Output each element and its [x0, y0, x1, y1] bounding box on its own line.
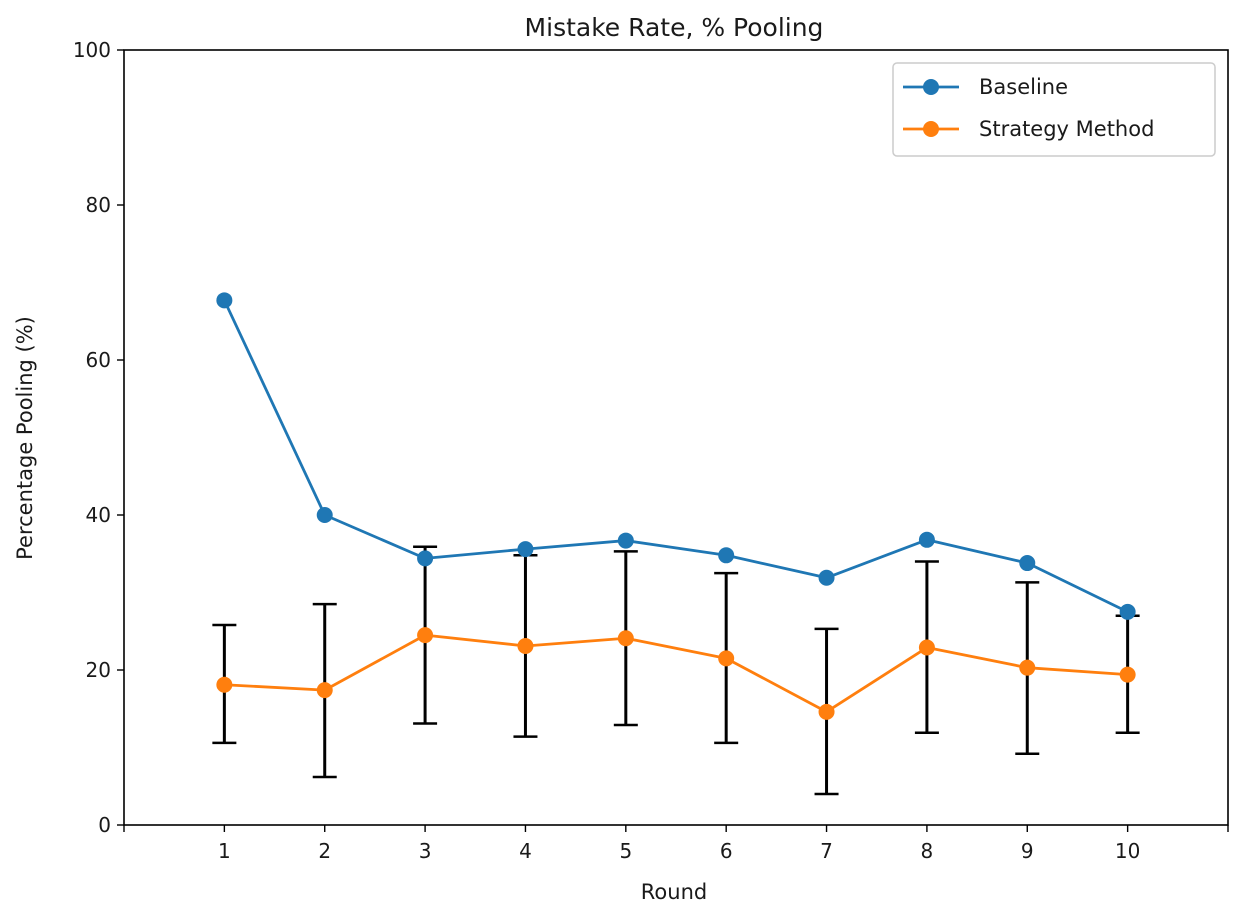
legend-box — [892, 62, 1216, 157]
data-point-strategy-method — [216, 676, 233, 693]
y-tick-label: 60 — [86, 348, 111, 372]
y-axis-label: Percentage Pooling (%) — [13, 316, 37, 560]
data-point-strategy-method — [818, 703, 835, 720]
y-tick-label: 0 — [98, 813, 111, 837]
data-point-strategy-method — [417, 627, 434, 644]
data-point-baseline — [918, 531, 935, 548]
data-point-baseline — [517, 541, 534, 558]
data-point-strategy-method — [316, 682, 333, 699]
data-point-strategy-method — [1019, 659, 1036, 676]
plot-frame — [123, 49, 1229, 826]
x-tick-label: 4 — [519, 839, 532, 863]
x-tick-label: 10 — [1115, 839, 1140, 863]
data-point-strategy-method — [517, 637, 534, 654]
y-tick-label: 20 — [86, 658, 111, 682]
data-point-strategy-method — [918, 639, 935, 656]
data-point-baseline — [216, 292, 233, 309]
x-tick-label: 5 — [619, 839, 632, 863]
x-axis-label: Round — [641, 880, 707, 904]
data-point-baseline — [1119, 603, 1136, 620]
x-tick-label: 2 — [318, 839, 331, 863]
legend-label-strategy-method: Strategy Method — [979, 117, 1154, 141]
series-line-baseline — [223, 299, 1129, 614]
data-point-baseline — [718, 547, 735, 564]
data-point-baseline — [617, 532, 634, 549]
legend-swatch-marker-baseline — [923, 79, 939, 95]
x-tick-label: 7 — [820, 839, 833, 863]
y-tick-label: 40 — [86, 503, 111, 527]
series-line-strategy-method — [224, 633, 1128, 714]
x-tick-label: 9 — [1021, 839, 1034, 863]
data-point-baseline — [417, 550, 434, 567]
data-point-baseline — [818, 569, 835, 586]
chart-title: Mistake Rate, % Pooling — [525, 13, 824, 42]
y-tick-label: 80 — [86, 193, 111, 217]
x-tick-label: 6 — [720, 839, 733, 863]
x-tick-label: 3 — [419, 839, 432, 863]
x-tick-label: 8 — [921, 839, 934, 863]
legend-swatch-marker-strategy-method — [923, 121, 939, 137]
data-point-strategy-method — [617, 630, 634, 647]
data-point-baseline — [1019, 555, 1036, 572]
y-tick-label: 100 — [73, 38, 111, 62]
data-point-strategy-method — [1119, 666, 1136, 683]
data-point-baseline — [316, 507, 333, 523]
x-tick-label: 1 — [218, 839, 231, 863]
legend-label-baseline: Baseline — [979, 75, 1068, 99]
data-point-strategy-method — [718, 650, 735, 667]
